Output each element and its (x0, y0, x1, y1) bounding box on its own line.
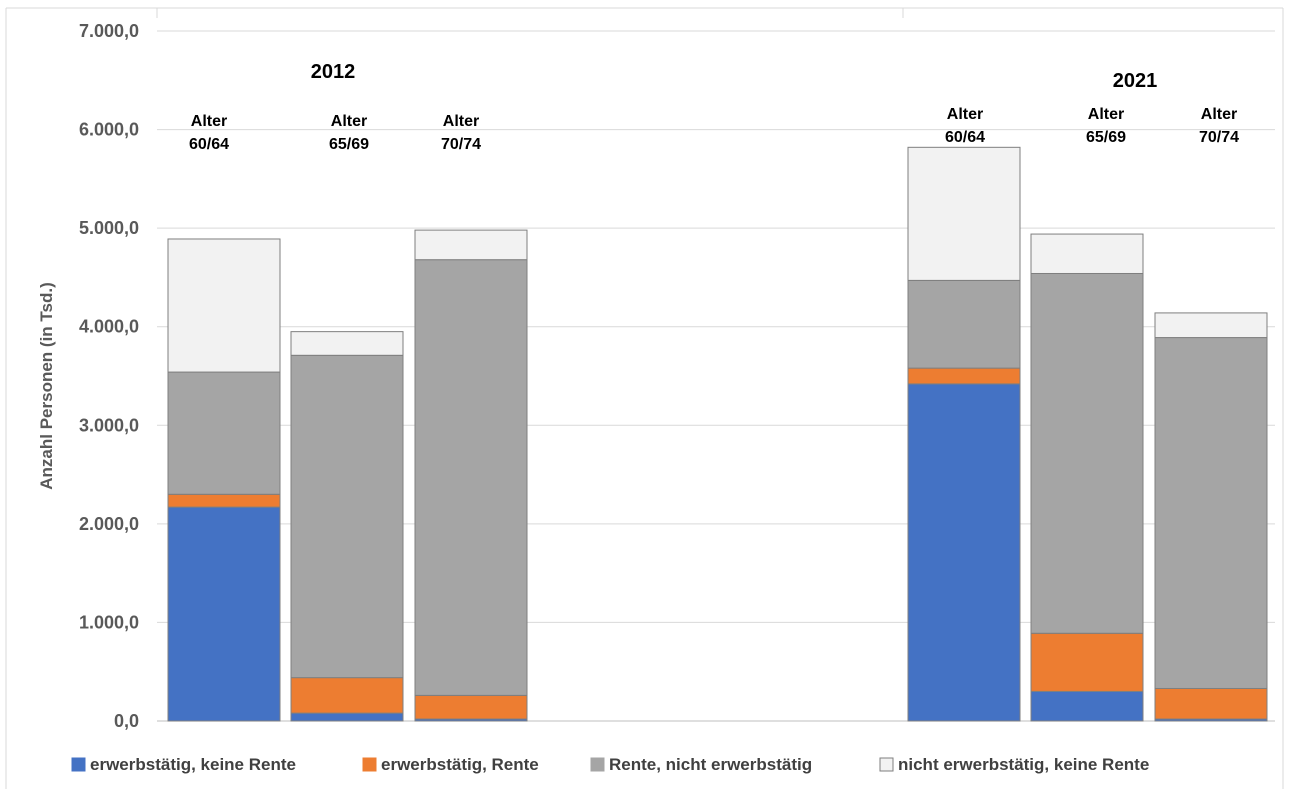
age-label: Alter (1088, 106, 1124, 123)
legend-label: erwerbstätig, Rente (381, 755, 539, 774)
age-label: 60/64 (945, 129, 985, 146)
group-label-2021: 2021 (1113, 70, 1158, 92)
y-tick-label: 5.000,0 (79, 218, 139, 238)
bar-segment (907, 279, 1021, 369)
legend-label: nicht erwerbstätig, keine Rente (898, 755, 1149, 774)
y-tick-label: 7.000,0 (79, 21, 139, 41)
group-label-2012: 2012 (311, 61, 356, 83)
y-tick-label: 6.000,0 (79, 120, 139, 140)
bar-segment (1030, 632, 1144, 692)
bar-segment (907, 383, 1021, 722)
legend-label: Rente, nicht erwerbstätig (609, 755, 812, 774)
legend-swatch (590, 757, 605, 772)
bar-segment (167, 506, 281, 722)
bar-segment (414, 259, 528, 696)
bar-segment (167, 238, 281, 373)
bar-segment (1154, 312, 1268, 339)
age-label: Alter (443, 113, 479, 130)
chart-area-border (5, 7, 1284, 789)
y-tick-label: 3.000,0 (79, 415, 139, 435)
age-label: 65/69 (329, 136, 369, 153)
legend-swatch (362, 757, 377, 772)
age-label: 70/74 (1199, 129, 1239, 146)
bars (167, 146, 1268, 722)
bar-segment (414, 694, 528, 720)
y-axis-ticks: 0,0 1.000,0 2.000,0 3.000,0 4.000,0 5.000,0 6.… (79, 21, 139, 731)
bar-segment (290, 331, 404, 356)
y-tick-label: 0,0 (114, 711, 139, 731)
bar-segment (167, 371, 281, 495)
group-labels: 2012 Alter 60/64 Alter 65/69 Alter 70/74 2021 Al… (189, 61, 1239, 153)
bar-segment (907, 146, 1021, 281)
bar-segment (290, 354, 404, 679)
bar-segment (907, 367, 1021, 385)
bar-segment (1030, 233, 1144, 274)
y-tick-label: 4.000,0 (79, 317, 139, 337)
legend-swatch (879, 757, 894, 772)
legend: erwerbstätig, keine Rente erwerbstätig, R… (71, 755, 1149, 774)
age-label: Alter (1201, 106, 1237, 123)
age-label: Alter (191, 113, 227, 130)
bar-segment (290, 677, 404, 714)
age-label: Alter (331, 113, 367, 130)
bar-segment (1154, 337, 1268, 689)
y-tick-label: 1.000,0 (79, 612, 139, 632)
age-label: 70/74 (441, 136, 481, 153)
bar-segment (414, 229, 528, 261)
legend-label: erwerbstätig, keine Rente (90, 755, 296, 774)
bar-segment (1030, 272, 1144, 634)
bar-segment (1154, 687, 1268, 720)
legend-swatch (71, 757, 86, 772)
age-label: Alter (947, 106, 983, 123)
y-axis-label: Anzahl Personen (in Tsd.) (37, 282, 56, 489)
bar-segment (1030, 690, 1144, 722)
age-label: 65/69 (1086, 129, 1126, 146)
age-label: 60/64 (189, 136, 229, 153)
bar-segment (167, 493, 281, 508)
bar-segment (290, 712, 404, 722)
y-tick-label: 2.000,0 (79, 514, 139, 534)
